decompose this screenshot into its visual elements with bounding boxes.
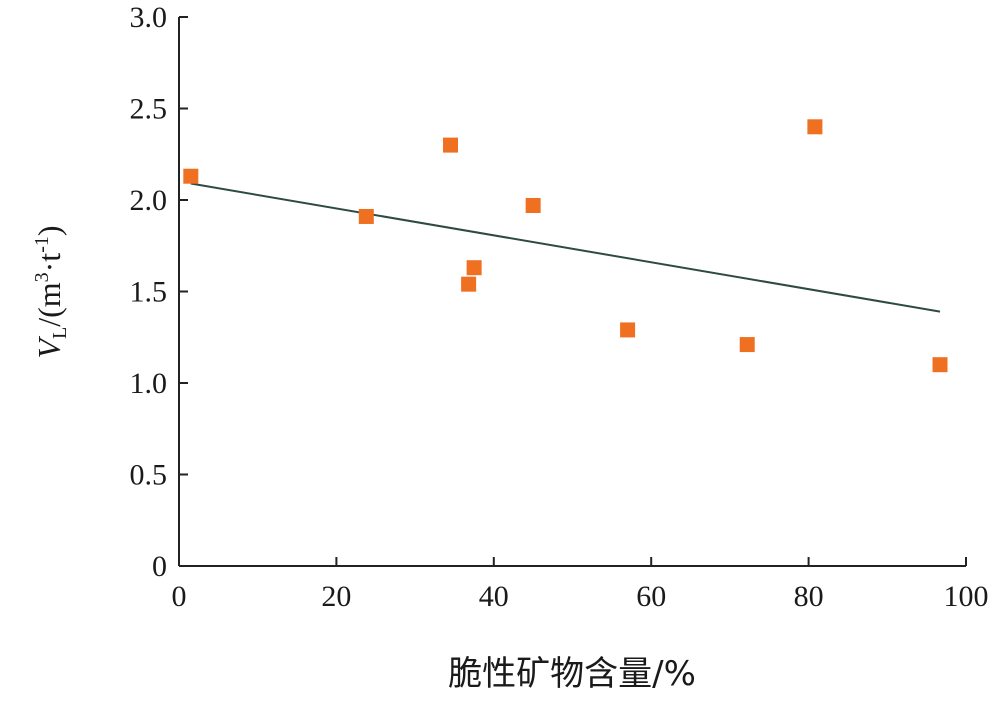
data-point [466,260,482,276]
y-title-unit-mid: ·t [31,253,67,273]
x-tick-label: 80 [794,580,824,613]
x-tick-label: 40 [479,580,509,613]
y-tick-label: 3.0 [130,1,168,34]
y-tick-label: 0.5 [130,459,168,492]
y-tick-label: 2.5 [130,93,168,126]
y-title-unit-close: ) [31,225,67,236]
y-tick-label: 1.0 [130,367,168,400]
y-tick-label: 1.5 [130,276,168,309]
y-tick-label: 2.0 [130,184,168,217]
y-axis-title: VL/(m3·t-1) [31,225,71,358]
y-ticks: 0 0.5 1.0 1.5 2.0 2.5 3.0 [130,1,188,583]
data-point [461,276,477,292]
y-title-sup-2: -1 [31,236,53,253]
data-point [183,168,199,184]
data-point [358,208,374,224]
data-point [525,197,541,213]
x-ticks: 0 20 40 60 80 100 [172,557,989,613]
trendline-group [190,182,941,313]
y-title-variable: V [31,336,67,359]
y-tick-label: 0 [152,550,167,583]
x-tick-label: 0 [172,580,187,613]
axes [178,17,966,567]
data-point [443,137,459,153]
data-point [739,337,755,353]
x-tick-label: 100 [944,580,989,613]
x-tick-label: 20 [321,580,351,613]
data-point [932,357,948,373]
x-tick-label: 60 [636,580,666,613]
y-title-subscript: L [49,327,71,339]
y-title-unit-open: /(m [31,282,67,327]
data-point [807,119,823,135]
x-axis-title: 脆性矿物含量/% [448,654,696,694]
trendline [190,182,941,313]
y-title-sup-1: 3 [31,272,53,282]
data-points [183,119,948,373]
data-point [620,322,636,338]
